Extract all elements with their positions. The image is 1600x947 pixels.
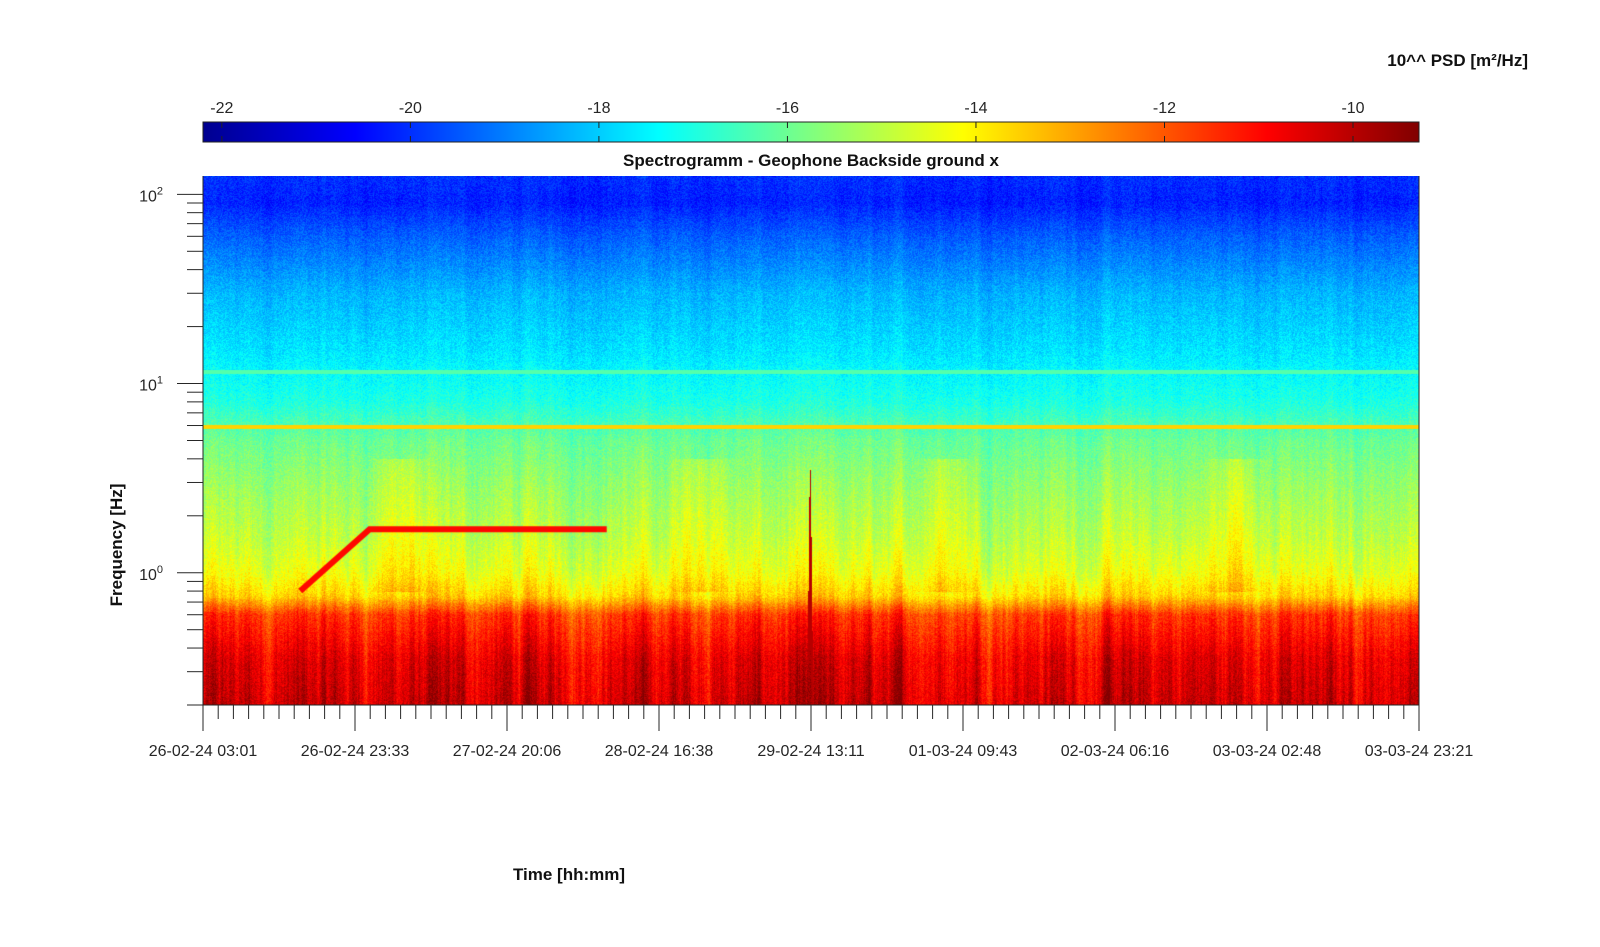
plot-area — [202, 176, 1420, 706]
y-tick-label: 101 — [139, 375, 163, 395]
colorbar-tick-label: -22 — [210, 100, 233, 117]
colorbar-tick-label: -18 — [587, 100, 610, 117]
x-tick-label: 29-02-24 13:11 — [757, 743, 864, 760]
x-tick-label: 28-02-24 16:38 — [605, 743, 714, 760]
x-axis-label: Time [hh:mm] — [513, 865, 625, 884]
x-tick-label: 03-03-24 23:21 — [1365, 743, 1474, 760]
x-tick-label: 26-02-24 03:01 — [149, 743, 258, 760]
chart-title: Spectrogramm - Geophone Backside ground … — [623, 151, 1000, 170]
y-tick-label: 102 — [139, 185, 163, 205]
y-axis-label: Frequency [Hz] — [107, 484, 126, 607]
colorbar-gradient — [202, 121, 1420, 143]
spectrogram-canvas — [203, 176, 1419, 705]
colorbar-tick-label: -10 — [1341, 100, 1364, 117]
x-tick-label: 26-02-24 23:33 — [301, 743, 410, 760]
colorbar-ticks: -22 -20 -18 -16 -14 -12 -10 — [210, 100, 1365, 142]
x-tick-label: 01-03-24 09:43 — [909, 743, 1018, 760]
x-tick-label: 27-02-24 20:06 — [453, 743, 562, 760]
colorbar-label: 10^^ PSD [m²/Hz] — [1387, 51, 1528, 70]
x-axis-ticks: 26-02-24 03:01 26-02-24 23:33 27-02-24 20:… — [149, 705, 1474, 760]
spectrogram-image — [203, 176, 1419, 705]
y-axis-ticks: 100 101 102 — [139, 185, 203, 706]
y-tick-label: 100 — [139, 564, 163, 584]
colorbar-tick-label: -16 — [776, 100, 799, 117]
x-tick-label: 03-03-24 02:48 — [1213, 743, 1322, 760]
colorbar-tick-label: -20 — [399, 100, 422, 117]
colorbar-tick-label: -14 — [964, 100, 987, 117]
colorbar: 10^^ PSD [m²/Hz] -22 -20 -18 -16 -14 -12 -10 — [202, 51, 1528, 143]
colorbar-tick-label: -12 — [1153, 100, 1176, 117]
x-tick-label: 02-03-24 06:16 — [1061, 743, 1170, 760]
